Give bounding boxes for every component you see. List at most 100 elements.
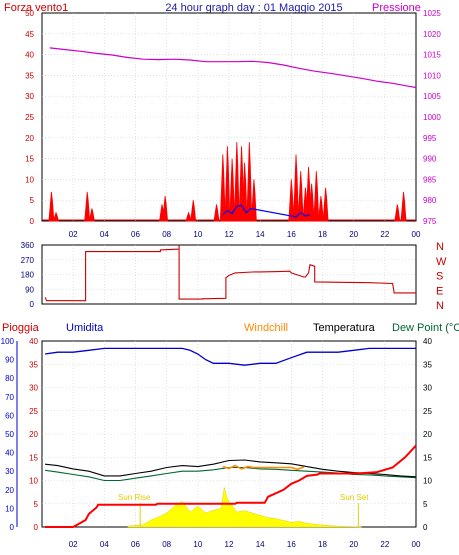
temperature-y-tick-label: 25: [423, 407, 432, 416]
wind-y-tick-label: 50: [25, 9, 34, 18]
wind-gust-bar: [246, 141, 253, 222]
sunrise-annotation: Sun Rise: [118, 493, 151, 502]
humidity-y-tick-label: 10: [5, 504, 14, 513]
humidity-y-tick-label: 80: [5, 374, 14, 383]
wind-gust-bar: [88, 208, 95, 222]
direction-compass-label: N: [436, 241, 444, 253]
wind-pressure-chart: 0510152025303540455097598098599099510001…: [25, 9, 441, 239]
sunset-annotation: Sun Set: [340, 493, 369, 502]
wind-y-tick-label: 40: [25, 51, 34, 60]
wind-gust-bar: [190, 200, 197, 222]
pressure-y-tick-label: 1005: [423, 92, 441, 101]
rain-x-tick-label: 20: [349, 540, 358, 549]
windchill-line: [222, 464, 305, 471]
wind-x-tick-label: 06: [131, 230, 140, 239]
wind-x-tick-label: 12: [225, 230, 234, 239]
header-pressure-label: Pressione: [372, 2, 421, 14]
humidity-y-tick-label: 0: [10, 523, 15, 532]
pressure-y-tick-label: 995: [423, 134, 437, 143]
temperature-y-tick-label: 30: [423, 384, 432, 393]
wind-x-tick-label: 04: [100, 230, 109, 239]
rain-y-tick-label: 5: [34, 500, 39, 509]
humidity-y-tick-label: 100: [1, 337, 15, 346]
temperature-y-tick-label: 10: [423, 477, 432, 486]
wind-y-tick-label: 0: [30, 217, 35, 226]
direction-compass-label: E: [436, 285, 443, 297]
rain-y-tick-label: 0: [34, 523, 39, 532]
wind-gust-bar: [313, 171, 320, 222]
wind-x-tick-label: 02: [69, 230, 78, 239]
wind-gust-bar: [317, 195, 324, 222]
rain-y-tick-label: 20: [29, 430, 38, 439]
humidity-y-tick-label: 70: [5, 393, 14, 402]
wind-gust-bar: [297, 171, 304, 222]
wind-y-tick-label: 5: [30, 196, 35, 205]
dewpoint-label: Dew Point (°C: [392, 322, 459, 334]
rain-x-tick-label: 22: [380, 540, 389, 549]
humidity-y-tick-label: 60: [5, 411, 14, 420]
pressure-y-tick-label: 1010: [423, 71, 441, 80]
wind-x-tick-label: 18: [318, 230, 327, 239]
rain-x-tick-label: 00: [412, 540, 421, 549]
rain-x-tick-label: 14: [256, 540, 265, 549]
pressure-y-tick-label: 1000: [423, 113, 441, 122]
pressure-y-tick-label: 980: [423, 196, 437, 205]
wind-x-tick-label: 22: [380, 230, 389, 239]
solar-area: [127, 487, 362, 528]
wind-x-tick-label: 08: [162, 230, 171, 239]
rain-line: [45, 444, 417, 528]
wind-gust-bar: [250, 179, 257, 222]
wind-gust-bar: [233, 141, 240, 222]
rain-y-tick-label: 10: [29, 477, 38, 486]
wind-gust-bar: [213, 204, 220, 222]
wind-y-tick-label: 25: [25, 113, 34, 122]
header-wind-label: Forza vento1: [4, 2, 68, 14]
wind-gust-bar: [308, 183, 315, 222]
umidita-label: Umidita: [66, 322, 104, 334]
wind-y-tick-label: 45: [25, 30, 34, 39]
rain-humidity-chart: 0102030405060708090100051015202530354005…: [1, 337, 433, 549]
direction-y-tick-label: 90: [25, 285, 34, 294]
rain-y-tick-label: 35: [29, 360, 38, 369]
temperature-y-tick-label: 35: [423, 360, 432, 369]
humidity-y-tick-label: 30: [5, 467, 14, 476]
temperature-y-tick-label: 20: [423, 430, 432, 439]
humidity-y-tick-label: 50: [5, 430, 14, 439]
pressure-y-tick-label: 975: [423, 217, 437, 226]
page-title: 24 hour graph day : 01 Maggio 2015: [165, 2, 342, 14]
windchill-label: Windchill: [244, 322, 288, 334]
wind-gust-bar: [52, 211, 60, 222]
wind-gust-bar: [224, 146, 231, 222]
wind-gust-bar: [229, 158, 236, 222]
wind-gust-bar: [322, 187, 329, 222]
temperature-y-tick-label: 5: [423, 500, 428, 509]
wind-gust-bar: [185, 211, 192, 222]
temperature-y-tick-label: 40: [423, 337, 432, 346]
wind-x-tick-label: 20: [349, 230, 358, 239]
humidity-y-tick-label: 40: [5, 449, 14, 458]
wind-gust-bar: [219, 154, 226, 222]
pressure-y-tick-label: 1020: [423, 30, 441, 39]
humidity-y-tick-label: 20: [5, 486, 14, 495]
wind-y-tick-label: 35: [25, 71, 34, 80]
rain-x-tick-label: 16: [287, 540, 296, 549]
pressure-y-tick-label: 1015: [423, 51, 441, 60]
temperature-y-tick-label: 15: [423, 453, 432, 462]
wind-gust-bar: [288, 179, 295, 222]
temperature-y-tick-label: 0: [423, 523, 428, 532]
rain-y-tick-label: 15: [29, 453, 38, 462]
rain-x-tick-label: 12: [225, 540, 234, 549]
rain-x-tick-label: 08: [162, 540, 171, 549]
temperatura-label: Temperatura: [313, 322, 376, 334]
humidity-line: [45, 347, 416, 366]
rain-y-tick-label: 30: [29, 384, 38, 393]
wind-x-tick-label: 00: [412, 230, 421, 239]
direction-y-tick-label: 0: [30, 300, 35, 309]
rain-x-tick-label: 02: [69, 540, 78, 549]
wind-gust-bar: [84, 191, 91, 222]
direction-y-tick-label: 360: [21, 241, 35, 250]
wind-gust-bar: [162, 195, 169, 222]
